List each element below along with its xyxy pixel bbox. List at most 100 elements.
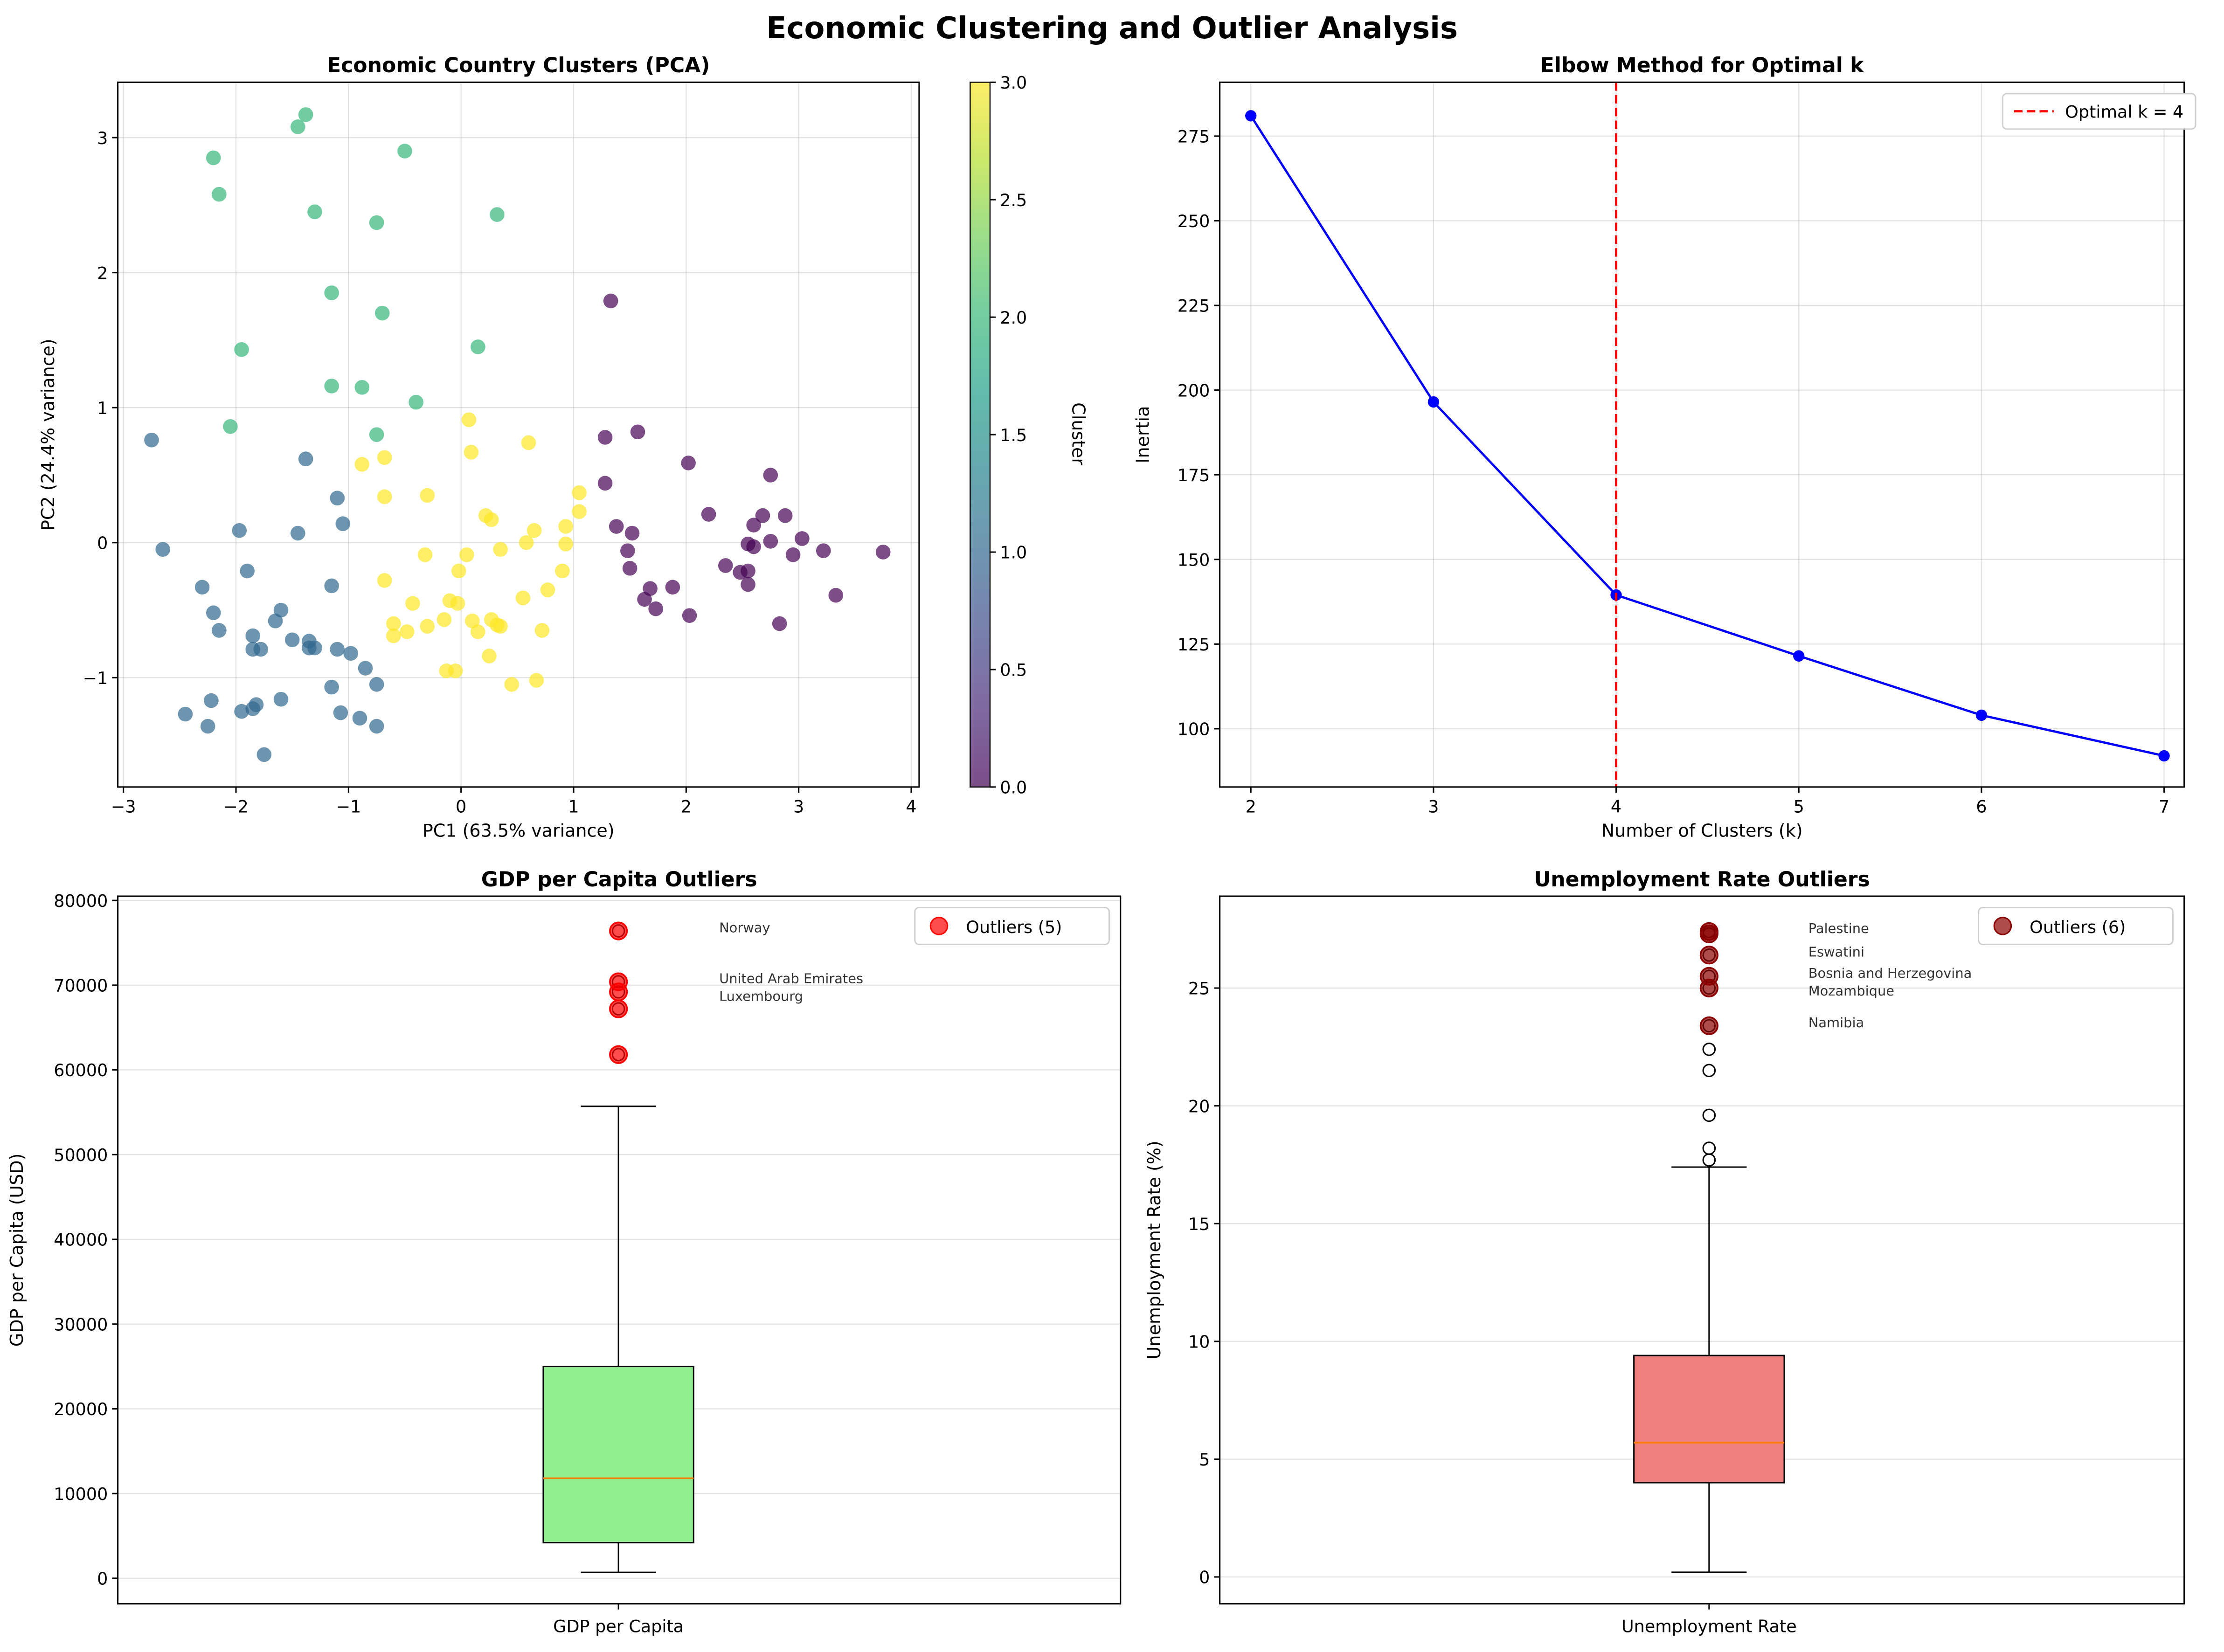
cluster-0-point [603,293,618,309]
cluster-1-point [307,640,322,656]
cluster-1-point [358,661,373,676]
cluster-3-point [464,444,479,460]
colorbar-tick-label: 3.0 [1000,73,1027,93]
y-tick-label: 70000 [54,976,108,996]
x-tick-label: 4 [1611,797,1621,817]
x-axis-label: Number of Clusters (k) [1601,820,1803,841]
cluster-1-point [232,523,247,538]
y-tick-label: 3 [97,128,108,148]
y-tick-label: 1 [97,398,108,418]
colorbar-tick-label: 0.5 [1000,660,1027,680]
cluster-0-point [755,508,770,523]
figure-title: Economic Clustering and Outlier Analysis [766,11,1458,46]
cluster-3-point [417,547,433,562]
cluster-3-point [451,563,466,579]
subplot-title: Economic Country Clusters (PCA) [327,54,710,77]
cluster-0-point [785,547,801,562]
x-tick-label: 1 [568,797,579,817]
outlier-label: Namibia [1808,1015,1864,1030]
iqr-box [542,1366,694,1544]
cluster-2-point [307,204,322,220]
cluster-0-point [637,592,652,607]
cluster-1-point [333,705,348,720]
y-tick-label: 5 [1199,1450,1210,1470]
y-tick-label: 40000 [54,1230,108,1250]
colorbar-tick-label: 2.0 [1000,308,1027,328]
cluster-3-point [461,412,477,428]
y-tick-label: 15 [1188,1214,1210,1234]
cluster-3-point [572,485,587,500]
y-tick-label: 150 [1178,550,1210,570]
cluster-3-point [420,619,435,634]
cluster-3-point [519,535,534,550]
cluster-2-point [206,150,221,166]
cluster-2-point [290,119,305,134]
x-tick-label: 6 [1976,797,1987,817]
cluster-1-point [144,432,159,448]
cluster-3-point [572,504,587,519]
cluster-3-point [493,542,508,557]
cluster-2-point [369,427,384,442]
cluster-0-point [772,616,787,631]
colorbar-tick-label: 2.5 [1000,190,1027,210]
cluster-3-point [534,623,550,638]
cluster-0-point [665,580,680,595]
cluster-3-point [354,457,370,472]
cluster-0-point [648,601,663,616]
outlier-point [609,999,628,1018]
cluster-1-point [206,605,221,621]
y-tick-label: 50000 [54,1145,108,1165]
y-tick-label: 250 [1178,211,1210,231]
x-tick-label: 3 [1428,797,1439,817]
y-axis-label: PC2 (24.4% variance) [38,339,58,531]
cluster-3-point [386,616,401,631]
x-tick-label: 2 [1246,797,1256,817]
outlier-label: Luxembourg [719,988,803,1004]
cluster-1-point [290,525,305,541]
colorbar-tick-label: 1.5 [1000,425,1027,445]
cluster-0-point [828,588,844,603]
outlier-label: Norway [719,920,770,936]
cluster-2-point [374,305,390,321]
y-tick-label: 175 [1178,465,1210,485]
legend-marker-icon [1993,917,2012,935]
y-tick-label: 125 [1178,635,1210,655]
subplot-title: GDP per Capita Outliers [481,868,757,892]
y-axis-label: Unemployment Rate (%) [1144,1141,1164,1359]
cluster-0-point [620,543,635,558]
cluster-1-point [194,580,210,595]
cluster-1-point [330,491,345,506]
outlier-point [609,982,628,1002]
cluster-2-point [369,215,384,230]
inertia-point [1427,396,1440,408]
colorbar [970,82,991,788]
subplot-title: Elbow Method for Optimal k [1540,54,1864,77]
x-tick-label: 5 [1794,797,1804,817]
x-tick-label: Unemployment Rate [1621,1616,1797,1636]
y-tick-label: 30000 [54,1314,108,1334]
cluster-2-point [298,107,313,122]
cluster-3-point [558,519,573,534]
unemployment-boxplot-panel: 0 5 10 15 20 25 Palestine Eswatini Bosnia and He… [1144,868,2185,1636]
cluster-1-point [234,704,249,719]
cluster-0-point [597,430,613,445]
cluster-1-point [330,642,345,657]
cluster-3-point [558,536,573,552]
axes-frame [1219,895,2185,1605]
y-axis-label: Inertia [1133,406,1153,463]
cluster-2-point [223,419,238,434]
cluster-1-point [212,623,227,638]
cluster-3-point [540,582,555,597]
elbow-panel: 2 3 4 5 6 7 100 125 150 175 200 225 250 275 Elbow Meth… [1133,54,2196,841]
inertia-point [1793,650,1805,662]
outlier-point [1699,946,1718,965]
outlier-label: Eswatini [1808,944,1864,960]
legend-label: Outliers (6) [2030,917,2126,937]
cluster-0-point [763,534,778,549]
y-tick-label: −1 [83,668,108,688]
cluster-3-point [493,619,508,634]
x-tick-label: 0 [456,797,466,817]
cluster-1-point [155,542,170,557]
cluster-1-point [256,747,272,762]
y-tick-label: 10 [1188,1332,1210,1352]
